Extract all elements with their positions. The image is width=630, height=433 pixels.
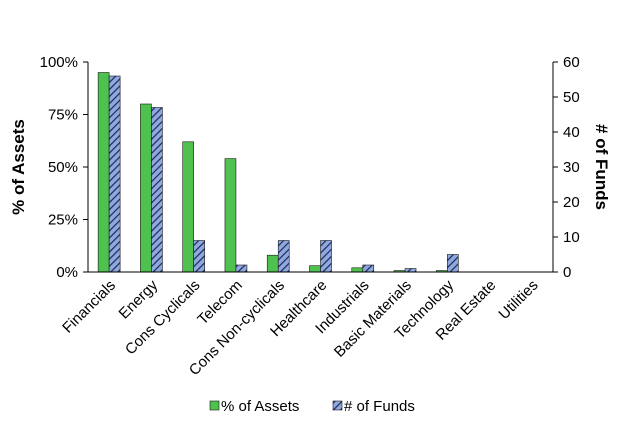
bars-layer bbox=[97, 72, 459, 273]
bar-funds bbox=[151, 107, 163, 273]
category-label: Cons Cyclicals bbox=[122, 277, 204, 359]
left-axis-title: % of Assets bbox=[9, 119, 28, 215]
left-tick-label: 100% bbox=[40, 54, 78, 71]
bar-assets bbox=[309, 265, 321, 273]
right-tick-label: 30 bbox=[563, 159, 580, 176]
right-tick-label: 10 bbox=[563, 229, 580, 246]
bar-assets bbox=[97, 72, 110, 273]
legend-swatch-assets bbox=[209, 400, 220, 411]
right-axis: 0 10 20 30 40 50 60 bbox=[552, 54, 580, 281]
left-tick-label: 25% bbox=[48, 212, 78, 229]
legend-label-assets: % of Assets bbox=[221, 398, 299, 415]
right-tick-label: 60 bbox=[563, 54, 580, 71]
bar-funds bbox=[320, 240, 332, 273]
left-tick-label: 50% bbox=[48, 159, 78, 176]
right-axis-title: # of Funds bbox=[592, 124, 611, 210]
bar-assets bbox=[140, 103, 152, 273]
left-axis: 0% 25% 50% 75% 100% bbox=[40, 54, 89, 281]
category-label: Utilities bbox=[495, 277, 541, 323]
bar-funds bbox=[447, 254, 459, 273]
right-tick-label: 40 bbox=[563, 124, 580, 141]
category-label: Financials bbox=[59, 277, 119, 337]
bar-funds bbox=[362, 264, 375, 273]
bar-funds bbox=[404, 268, 417, 273]
right-tick-label: 50 bbox=[563, 89, 580, 106]
bar-funds bbox=[193, 240, 205, 273]
bar-funds bbox=[277, 240, 290, 273]
legend-swatch-funds bbox=[332, 400, 343, 411]
legend-label-funds: # of Funds bbox=[344, 398, 415, 415]
bar-assets bbox=[224, 158, 237, 273]
bar-assets bbox=[266, 254, 279, 273]
bar-funds bbox=[108, 75, 121, 273]
legend: % of Assets # of Funds bbox=[209, 398, 415, 415]
right-tick-label: 20 bbox=[563, 194, 580, 211]
right-tick-label: 0 bbox=[563, 264, 571, 281]
left-tick-label: 75% bbox=[48, 107, 78, 124]
left-tick-label: 0% bbox=[56, 264, 78, 281]
bar-assets bbox=[182, 141, 194, 273]
bar-funds bbox=[235, 264, 248, 273]
bar-assets bbox=[351, 267, 364, 273]
